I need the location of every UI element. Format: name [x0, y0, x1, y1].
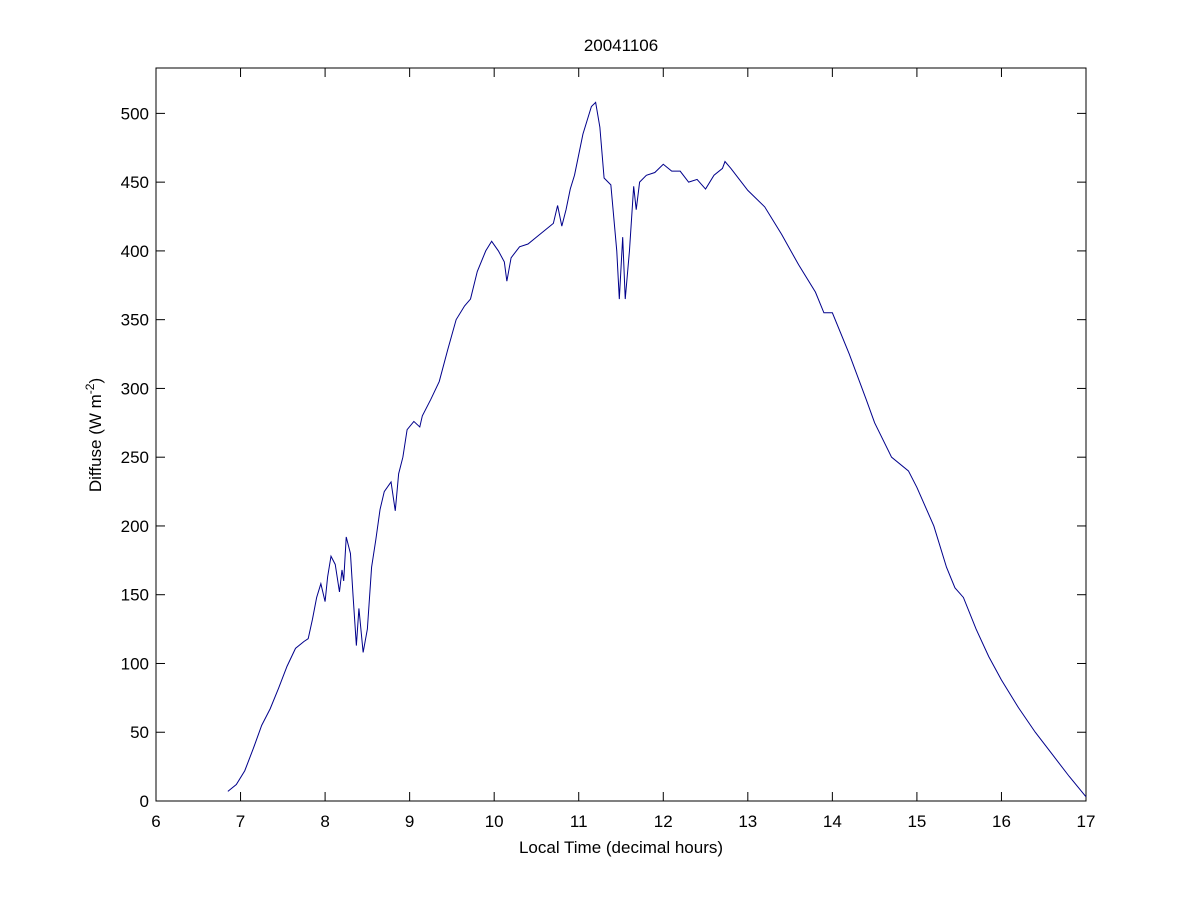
x-tick-label: 15 [907, 812, 926, 831]
axes-box [155, 67, 1087, 802]
x-tick-label: 16 [992, 812, 1011, 831]
y-tick-label: 400 [121, 242, 149, 261]
x-tick-label: 13 [738, 812, 757, 831]
y-axis-label: Diffuse (W m-2) [83, 378, 105, 492]
x-axis-label: Local Time (decimal hours) [519, 838, 723, 857]
x-tick-label: 7 [236, 812, 245, 831]
x-tick-label: 14 [823, 812, 842, 831]
y-label-superscript: -2 [83, 383, 97, 394]
x-tick-label: 12 [654, 812, 673, 831]
y-label-suffix: ) [86, 378, 105, 384]
y-tick-label: 150 [121, 586, 149, 605]
y-tick-label: 50 [130, 723, 149, 742]
y-tick-label: 450 [121, 173, 149, 192]
x-tick-label: 8 [320, 812, 329, 831]
x-tick-label: 11 [570, 812, 588, 831]
x-tick-label: 9 [405, 812, 414, 831]
y-tick-label: 250 [121, 448, 149, 467]
data-line [227, 101, 1087, 798]
x-tick-label: 6 [151, 812, 160, 831]
y-tick-label: 200 [121, 517, 149, 536]
y-tick-label: 100 [121, 654, 149, 673]
y-tick-label: 350 [121, 311, 149, 330]
chart-title: 20041106 [584, 36, 658, 55]
y-label-text: Diffuse (W m [86, 394, 105, 492]
y-tick-label: 500 [121, 104, 149, 123]
x-tick-label: 10 [485, 812, 504, 831]
y-tick-label: 0 [140, 792, 149, 811]
y-tick-label: 300 [121, 379, 149, 398]
x-tick-label: 17 [1077, 812, 1096, 831]
